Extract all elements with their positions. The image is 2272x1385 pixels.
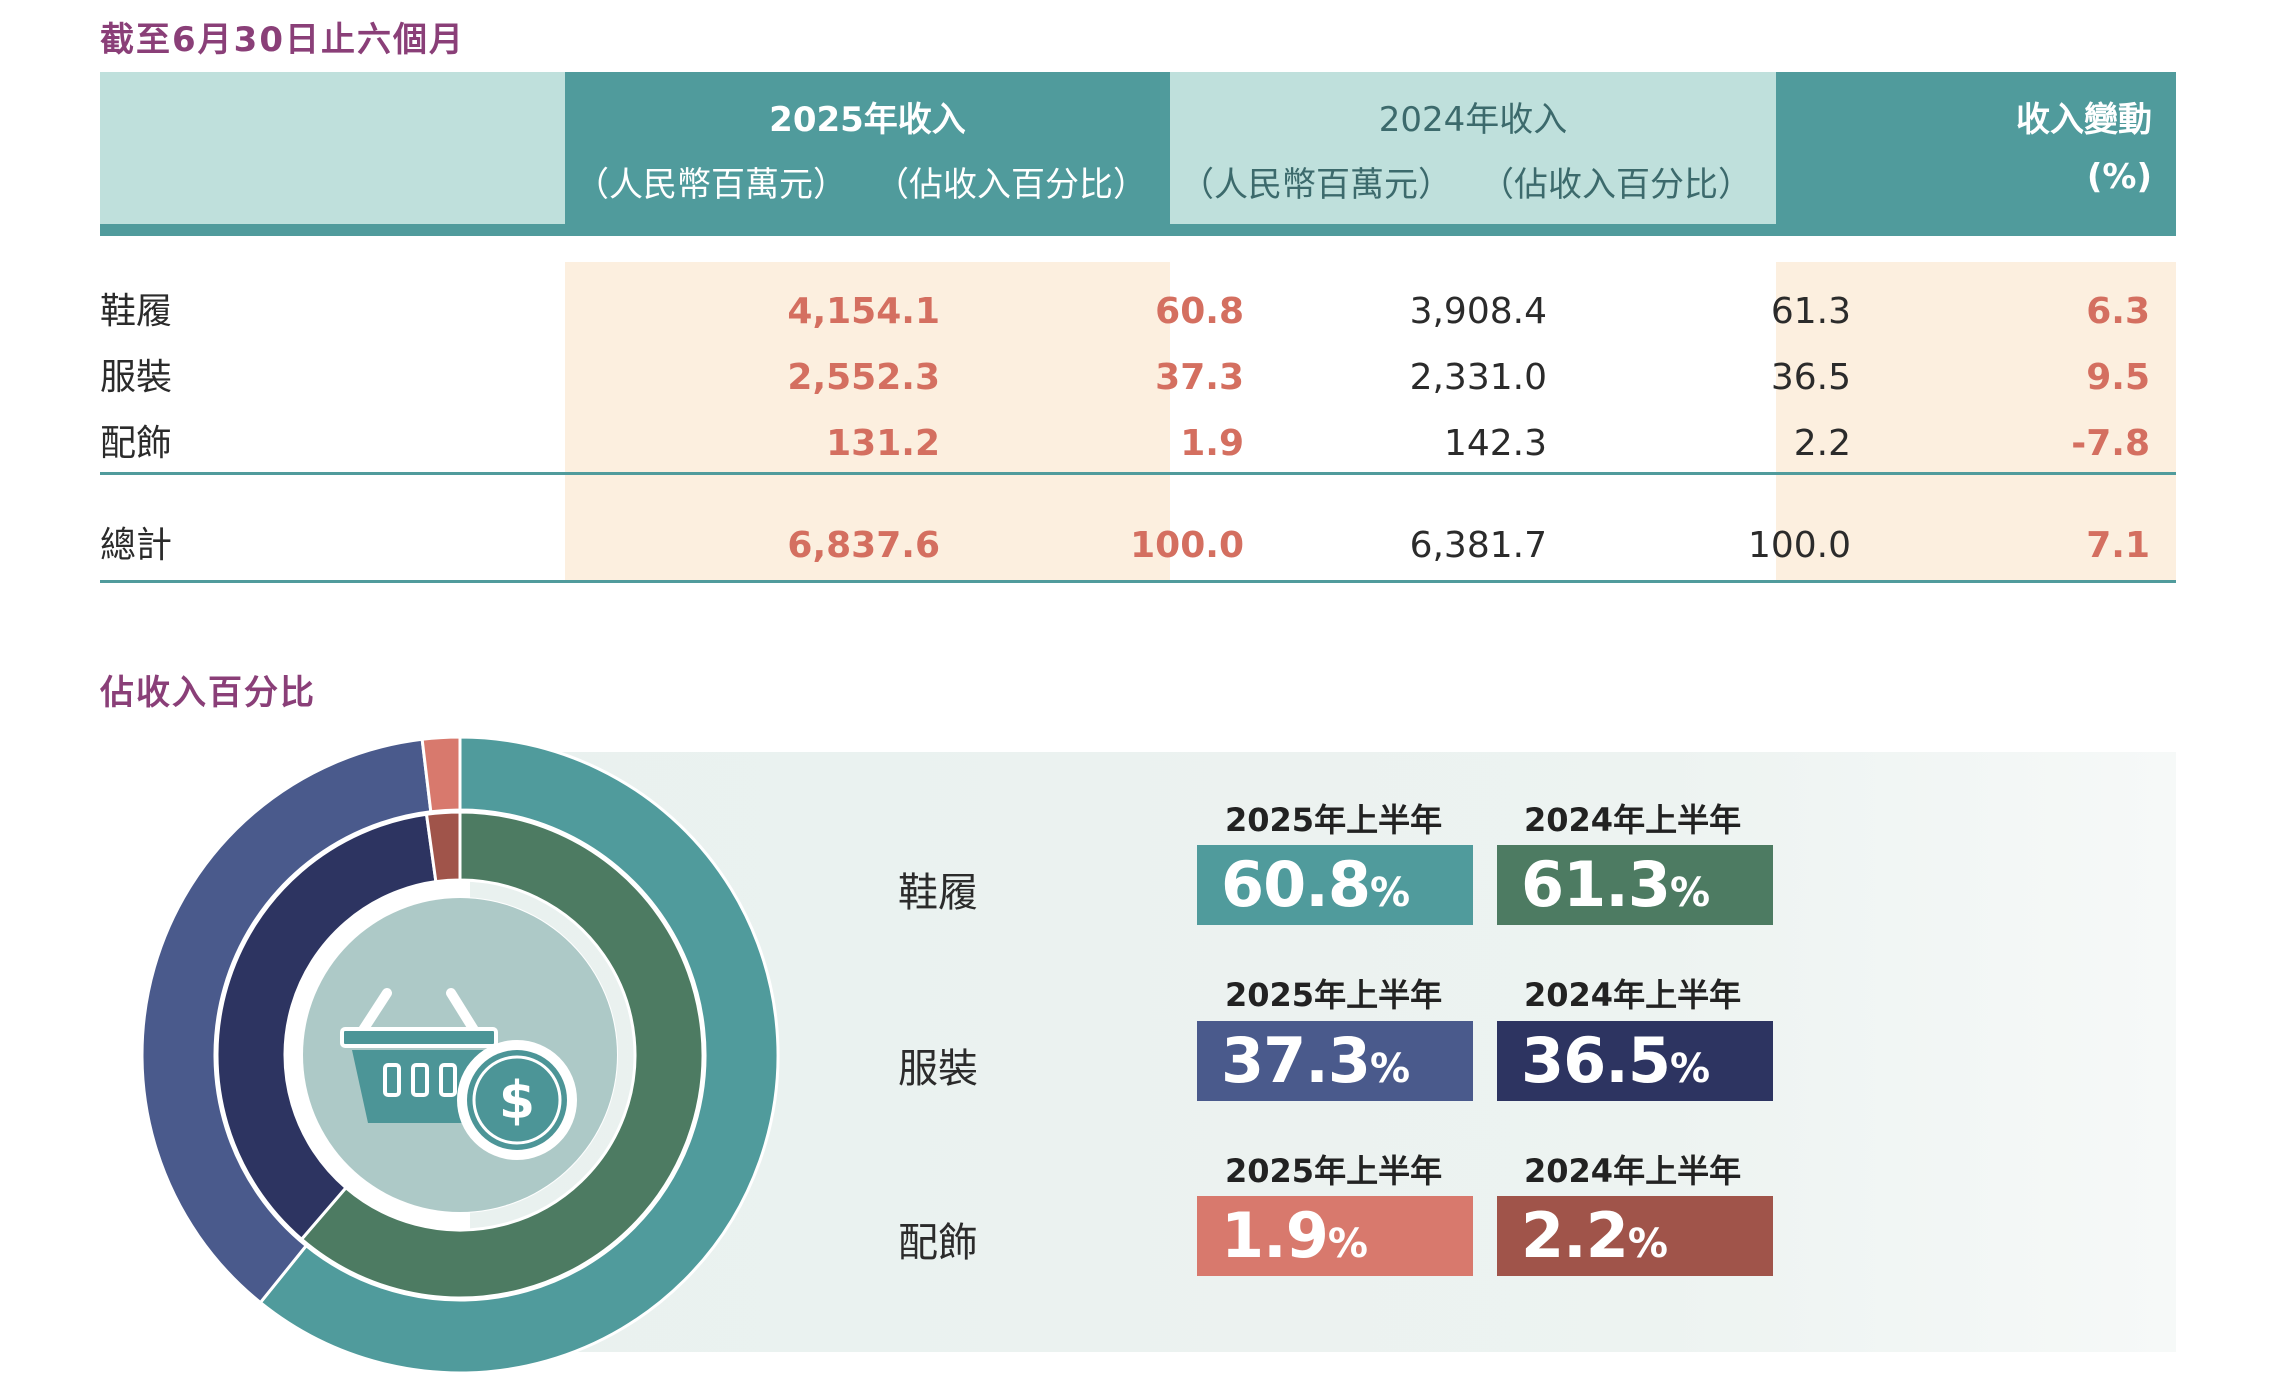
header-2025-title: 2025年收入 bbox=[769, 100, 966, 140]
share-label-apparel: 服裝 bbox=[898, 1046, 978, 1092]
share-label-footwear: 鞋履 bbox=[898, 870, 978, 916]
total-category: 總計 bbox=[100, 525, 173, 566]
header-2025-unit-pct: （佔收入百分比） bbox=[875, 165, 1147, 205]
year-label-2025: 2025年上半年 bbox=[1225, 1152, 1443, 1190]
footwear-2024-pct: 61.3% bbox=[1497, 845, 1773, 925]
share-label-accessories: 配飾 bbox=[898, 1220, 978, 1266]
header-2024-unit-pct: （佔收入百分比） bbox=[1480, 165, 1752, 205]
subtotal-rule bbox=[100, 472, 2176, 475]
year-label-2025: 2025年上半年 bbox=[1225, 801, 1443, 839]
header-blank-cell bbox=[100, 72, 565, 224]
dollar-coin-icon: $ bbox=[457, 1040, 577, 1160]
accessories-2024-pct: 2.2% bbox=[1497, 1196, 1773, 1276]
svg-text:$: $ bbox=[499, 1071, 535, 1131]
row-rev-2025: 4,154.1 bbox=[787, 291, 940, 332]
row-pct-2024: 61.3 bbox=[1770, 291, 1851, 332]
row-rev-2024: 2,331.0 bbox=[1409, 357, 1547, 398]
period-title: 截至6月30日止六個月 bbox=[100, 20, 465, 60]
header-2025-unit-rmb: （人民幣百萬元） bbox=[575, 165, 847, 205]
header-2024-title: 2024年收入 bbox=[1378, 100, 1568, 140]
accessories-2025-pct: 1.9% bbox=[1197, 1196, 1473, 1276]
row-rev-2024: 3,908.4 bbox=[1409, 291, 1547, 332]
total-pct-2024: 100.0 bbox=[1747, 525, 1851, 566]
share-title: 佔收入百分比 bbox=[100, 673, 316, 713]
row-rev-2024: 142.3 bbox=[1443, 423, 1547, 464]
header-change: 收入變動 (%) bbox=[1776, 72, 2176, 224]
row-change: 9.5 bbox=[2086, 357, 2150, 398]
outer-ring-2025 bbox=[140, 735, 780, 1375]
total-rule bbox=[100, 580, 2176, 583]
total-pct-2025: 100.0 bbox=[1130, 525, 1244, 566]
row-category: 服裝 bbox=[100, 357, 173, 398]
table-row: 鞋履 4,154.1 60.8 3,908.4 61.3 6.3 bbox=[100, 282, 2176, 342]
inner-slice-footwear bbox=[299, 810, 705, 1300]
header-rule bbox=[100, 224, 2176, 236]
header-2025: 2025年收入 （人民幣百萬元） （佔收入百分比） bbox=[565, 72, 1170, 224]
table-row: 服裝 2,552.3 37.3 2,331.0 36.5 9.5 bbox=[100, 348, 2176, 408]
total-change: 7.1 bbox=[2086, 525, 2150, 566]
shopping-basket-icon bbox=[340, 988, 498, 1123]
highlight-band-change bbox=[1776, 262, 2176, 582]
total-rev-2024: 6,381.7 bbox=[1409, 525, 1547, 566]
inner-ring-2024 bbox=[215, 810, 705, 1300]
row-pct-2025: 1.9 bbox=[1180, 423, 1244, 464]
total-rev-2025: 6,837.6 bbox=[787, 525, 940, 566]
outer-slice-footwear bbox=[258, 735, 780, 1375]
row-rev-2025: 131.2 bbox=[826, 423, 940, 464]
year-label-2024: 2024年上半年 bbox=[1524, 1152, 1742, 1190]
revenue-share-donut-chart: $ bbox=[140, 735, 780, 1375]
apparel-2025-pct: 37.3% bbox=[1197, 1021, 1473, 1101]
outer-slice-apparel bbox=[140, 737, 433, 1305]
row-pct-2025: 37.3 bbox=[1155, 357, 1244, 398]
inner-slice-accessories bbox=[424, 810, 462, 884]
apparel-2024-pct: 36.5% bbox=[1497, 1021, 1773, 1101]
row-change: 6.3 bbox=[2086, 291, 2150, 332]
highlight-band-2025 bbox=[565, 262, 1170, 582]
year-label-2024: 2024年上半年 bbox=[1524, 976, 1742, 1014]
outer-slice-accessories bbox=[420, 735, 462, 814]
header-change-unit: (%) bbox=[2086, 157, 2152, 197]
row-pct-2024: 2.2 bbox=[1793, 423, 1851, 464]
row-category: 配飾 bbox=[100, 423, 173, 464]
table-row: 配飾 131.2 1.9 142.3 2.2 -7.8 bbox=[100, 414, 2176, 474]
header-2024: 2024年收入 （人民幣百萬元） （佔收入百分比） bbox=[1170, 72, 1776, 224]
row-rev-2025: 2,552.3 bbox=[787, 357, 940, 398]
row-pct-2025: 60.8 bbox=[1155, 291, 1244, 332]
inner-slice-apparel bbox=[215, 812, 438, 1242]
footwear-2025-pct: 60.8% bbox=[1197, 845, 1473, 925]
row-change: -7.8 bbox=[2071, 423, 2150, 464]
year-label-2025: 2025年上半年 bbox=[1225, 976, 1443, 1014]
header-2024-unit-rmb: （人民幣百萬元） bbox=[1180, 165, 1452, 205]
row-category: 鞋履 bbox=[100, 291, 173, 332]
total-row: 總計 6,837.6 100.0 6,381.7 100.0 7.1 bbox=[100, 516, 2176, 576]
year-label-2024: 2024年上半年 bbox=[1524, 801, 1742, 839]
row-pct-2024: 36.5 bbox=[1770, 357, 1851, 398]
header-change-title: 收入變動 bbox=[2016, 100, 2152, 140]
